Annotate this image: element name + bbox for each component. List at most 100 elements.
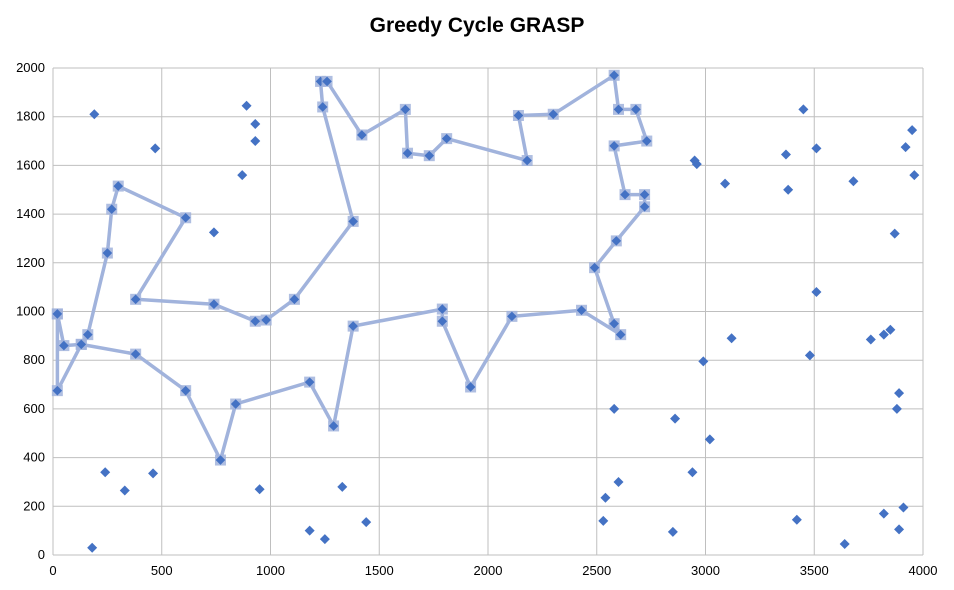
cycle-point xyxy=(437,316,448,327)
data-point xyxy=(119,485,130,496)
cycle-point xyxy=(102,248,113,258)
data-point xyxy=(900,142,911,153)
data-point xyxy=(891,403,902,414)
cycle-point xyxy=(52,309,63,319)
data-point xyxy=(909,170,920,181)
cycle-point xyxy=(611,236,622,246)
cycle-point xyxy=(130,294,141,305)
cycle-point xyxy=(328,421,339,431)
gridlines xyxy=(52,67,924,556)
data-point xyxy=(304,525,315,536)
data-point xyxy=(865,334,876,345)
data-point xyxy=(720,178,731,189)
data-point xyxy=(898,502,909,513)
data-point xyxy=(250,136,261,147)
data-point xyxy=(889,228,900,239)
cycle-point xyxy=(507,311,517,322)
cycle-point xyxy=(631,104,641,115)
cycle-point xyxy=(261,315,271,325)
cycle-point xyxy=(348,216,358,227)
data-point xyxy=(804,350,815,361)
data-point xyxy=(670,413,681,424)
data-point xyxy=(100,467,111,478)
cycle-point xyxy=(465,382,476,392)
x-tick-label: 1000 xyxy=(256,563,285,578)
data-point xyxy=(613,476,624,487)
cycle-point xyxy=(615,329,626,340)
data-point xyxy=(361,517,372,528)
x-tick-label: 3000 xyxy=(691,563,720,578)
y-tick-label: 0 xyxy=(38,547,45,562)
cycle-point xyxy=(348,321,358,331)
cycle-point xyxy=(317,102,328,112)
cycle-point xyxy=(641,136,652,146)
x-tick-label: 1500 xyxy=(365,563,394,578)
cycle-point xyxy=(357,130,367,140)
cycle-point xyxy=(639,201,650,212)
y-tick-label: 200 xyxy=(23,498,45,513)
cycle-point xyxy=(322,76,332,87)
cycle-point xyxy=(400,104,411,115)
y-tick-label: 2000 xyxy=(16,60,45,75)
data-point xyxy=(894,388,905,399)
y-tick-label: 1800 xyxy=(16,109,45,124)
cycle-point xyxy=(130,349,141,359)
data-point xyxy=(687,467,698,478)
cycle-point xyxy=(424,150,435,161)
x-tick-label: 4000 xyxy=(909,563,938,578)
cycle-point xyxy=(609,70,619,81)
cycle-path xyxy=(55,73,649,462)
data-point xyxy=(907,125,918,136)
data-point xyxy=(337,481,348,492)
tick-labels: 0 500 1000 1500 2000 2500 3000 3500 4000 0 200 400 6… xyxy=(16,60,937,578)
cycle-point xyxy=(620,189,630,200)
data-point xyxy=(726,333,737,344)
y-tick-label: 1200 xyxy=(16,255,45,270)
cycle-point xyxy=(76,339,87,350)
cycle-point xyxy=(52,385,63,396)
cycle-point xyxy=(289,294,300,305)
cycle-point xyxy=(441,133,452,144)
cycle-point xyxy=(180,385,191,396)
y-tick-label: 1400 xyxy=(16,206,45,221)
cycle-point xyxy=(613,104,624,115)
data-point xyxy=(600,492,611,503)
data-point xyxy=(704,434,715,445)
data-point xyxy=(811,287,822,298)
cycle-point xyxy=(230,399,241,409)
data-point xyxy=(89,109,100,120)
y-tick-label: 1600 xyxy=(16,157,45,172)
data-point xyxy=(783,184,794,195)
cycle-point xyxy=(609,141,619,151)
cycle-point xyxy=(59,340,69,351)
cycle-point xyxy=(576,305,587,316)
cycle-point xyxy=(589,262,600,273)
data-point xyxy=(878,329,889,340)
cycle-point xyxy=(522,155,532,166)
cycle-point xyxy=(639,189,650,200)
data-point xyxy=(791,514,802,525)
data-point xyxy=(885,324,896,335)
data-point xyxy=(254,484,265,495)
data-point xyxy=(839,539,850,550)
cycle-point xyxy=(304,377,315,387)
data-point xyxy=(241,100,252,111)
data-point xyxy=(667,526,678,537)
data-point xyxy=(811,143,822,154)
x-tick-label: 0 xyxy=(49,563,56,578)
cycle-point xyxy=(315,76,326,87)
x-tick-label: 2000 xyxy=(474,563,503,578)
cycle-line xyxy=(55,73,649,462)
data-point xyxy=(250,119,261,130)
y-tick-label: 600 xyxy=(23,401,45,416)
data-point xyxy=(698,356,709,367)
cycle-point xyxy=(215,455,226,465)
y-tick-label: 800 xyxy=(23,352,45,367)
data-point xyxy=(848,176,859,187)
data-point xyxy=(319,534,330,545)
data-point xyxy=(87,542,98,553)
cycle-point xyxy=(83,329,93,340)
data-point xyxy=(237,170,248,181)
cycle-point xyxy=(250,316,261,327)
